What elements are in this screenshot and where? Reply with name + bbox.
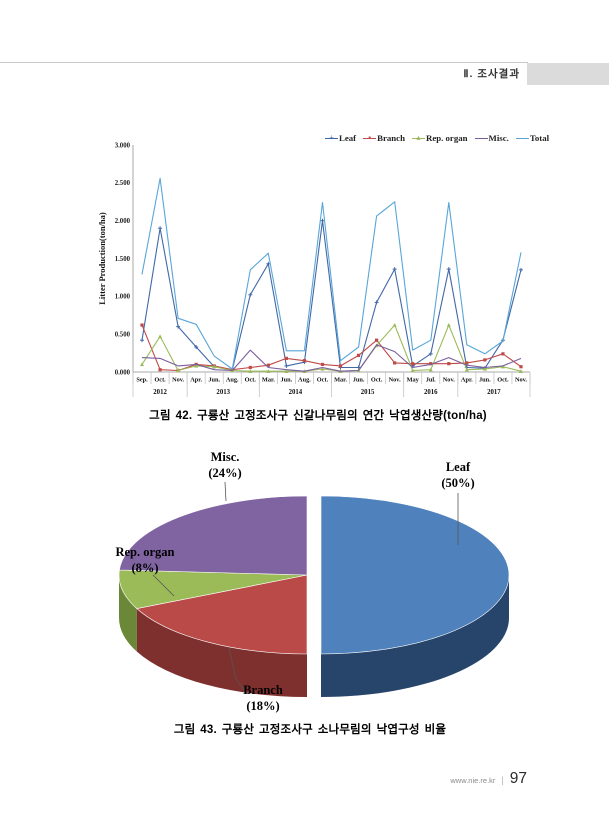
pie-slice-branch (136, 574, 308, 655)
svg-text:2013: 2013 (216, 389, 230, 396)
axes (132, 145, 530, 373)
header-rule (0, 62, 528, 63)
header-corner-box (527, 63, 609, 85)
svg-text:Oct.: Oct. (497, 377, 509, 384)
svg-text:2017: 2017 (487, 389, 501, 396)
figure-42-caption: 그림 42. 구룡산 고정조사구 신갈나무림의 연간 낙엽생산량(ton/ha) (149, 410, 487, 422)
pie-chart-canvas: Leaf (50%) Branch (18%) Rep. organ (8%) Misc. (… (115, 450, 510, 713)
month-labels: Sep. Oct. Nov. Apr. Jun. Aug. Oct. Mar. Jun. Aug.… (136, 377, 527, 384)
pie-side-rep-organ (119, 575, 137, 652)
figure-43-caption: 그림 43. 구룡산 고정조사구 소나무림의 낙엽구성 비율 (173, 724, 447, 736)
line-chart: 0.000 0.500 1.000 1.500 2.000 2.500 3.000 Sep. O… (93, 130, 553, 405)
legend-swatch: ▴ (411, 133, 425, 143)
pie-slice-leaf (320, 495, 510, 655)
series-markers (140, 323, 523, 373)
svg-text:Oct.: Oct. (245, 377, 257, 384)
svg-text:2.000: 2.000 (115, 218, 131, 225)
svg-text:2014: 2014 (289, 389, 303, 396)
pie-slice-rep-organ (118, 569, 308, 609)
legend-swatch: ▪ (363, 133, 377, 143)
pie-label-name: Branch (243, 683, 283, 697)
svg-text:Aug.: Aug. (226, 377, 239, 384)
svg-text:2012: 2012 (153, 389, 167, 396)
svg-text:0.000: 0.000 (115, 369, 131, 376)
legend-swatch (515, 134, 529, 143)
svg-text:Jun.: Jun. (479, 377, 491, 384)
svg-text:2015: 2015 (361, 389, 375, 396)
pie-labels: Leaf (50%) Branch (18%) Rep. organ (8%) Misc. (… (115, 450, 474, 713)
svg-text:Nov.: Nov. (443, 377, 455, 384)
svg-text:Nov.: Nov. (389, 377, 401, 384)
svg-text:May: May (407, 377, 420, 384)
legend-label: Misc. (488, 133, 509, 143)
y-axis-title: Litter Production(ton/ha) (97, 212, 107, 305)
series-line-rep-organ (141, 324, 522, 372)
svg-text:Jun.: Jun. (353, 377, 365, 384)
legend-item-branch: ▪ Branch (363, 133, 405, 143)
series-line-branch (141, 324, 522, 372)
legend-label: Rep. organ (425, 133, 468, 143)
series-line-leaf (141, 220, 522, 371)
footer-separator: | (501, 775, 504, 785)
pie-label-pct: (8%) (131, 561, 158, 575)
legend-item-misc-: Misc. (474, 133, 509, 143)
line-chart-canvas: 0.000 0.500 1.000 1.500 2.000 2.500 3.000 Sep. O… (97, 142, 531, 397)
svg-text:Jun.: Jun. (281, 377, 293, 384)
svg-text:Apr.: Apr. (461, 377, 473, 384)
svg-text:Nov.: Nov. (172, 377, 184, 384)
page-footer: www.nie.re.kr | 97 (450, 770, 527, 788)
svg-text:Apr.: Apr. (190, 377, 202, 384)
line-chart-legend: + Leaf ▪ Branch ▴ Rep. organ Misc. Total (325, 133, 549, 143)
pie-slice-misc- (119, 495, 308, 576)
svg-text:3.000: 3.000 (115, 142, 131, 149)
svg-text:Oct.: Oct. (371, 377, 383, 384)
legend-label: Branch (377, 133, 405, 143)
svg-text:Aug.: Aug. (298, 377, 311, 384)
svg-text:Jul.: Jul. (426, 377, 436, 384)
footer-page-number: 97 (509, 770, 527, 787)
pie-label-pct: (50%) (441, 476, 474, 490)
svg-text:1.500: 1.500 (115, 256, 131, 263)
legend-item-total: Total (515, 133, 550, 143)
pie-side-leaf (321, 575, 509, 697)
series-line-total (141, 177, 522, 370)
pie-side-branch (136, 608, 307, 697)
svg-text:Nov.: Nov. (515, 377, 527, 384)
pie-label-pct: (18%) (246, 699, 279, 713)
legend-label: Leaf (339, 133, 357, 143)
svg-text:2016: 2016 (424, 389, 438, 396)
series-line-misc- (141, 344, 522, 372)
legend-item-leaf: + Leaf (325, 133, 356, 143)
legend-label: Total (529, 133, 550, 143)
legend-item-rep-organ: ▴ Rep. organ (411, 133, 468, 143)
svg-text:Mar.: Mar. (334, 377, 347, 384)
pie-label-pct: (24%) (208, 466, 241, 480)
axis-ticks (132, 372, 531, 397)
svg-text:Oct.: Oct. (317, 377, 329, 384)
series-markers (140, 322, 523, 373)
svg-text:Mar.: Mar. (262, 377, 275, 384)
legend-swatch: + (325, 133, 338, 143)
svg-text:Jun.: Jun. (208, 377, 220, 384)
svg-text:2.500: 2.500 (115, 180, 131, 187)
pie-label-name: Misc. (211, 450, 240, 464)
footer-site-url: www.nie.re.kr (450, 776, 496, 785)
svg-text:1.000: 1.000 (115, 294, 131, 301)
svg-text:Oct.: Oct. (154, 377, 166, 384)
year-labels: 2012 2013 2014 2015 2016 2017 (153, 389, 501, 396)
pie-chart: Leaf (50%) Branch (18%) Rep. organ (8%) Misc. (… (95, 445, 515, 723)
svg-text:0.500: 0.500 (115, 331, 131, 338)
pie-label-name: Leaf (446, 460, 471, 474)
svg-text:Sep.: Sep. (136, 377, 148, 384)
y-tick-labels: 0.000 0.500 1.000 1.500 2.000 2.500 3.000 (115, 142, 131, 376)
section-title: Ⅱ. 조사결과 (463, 68, 520, 80)
legend-swatch (474, 134, 488, 143)
pie-label-name: Rep. organ (115, 545, 174, 559)
pie-leader-lines (152, 481, 459, 692)
